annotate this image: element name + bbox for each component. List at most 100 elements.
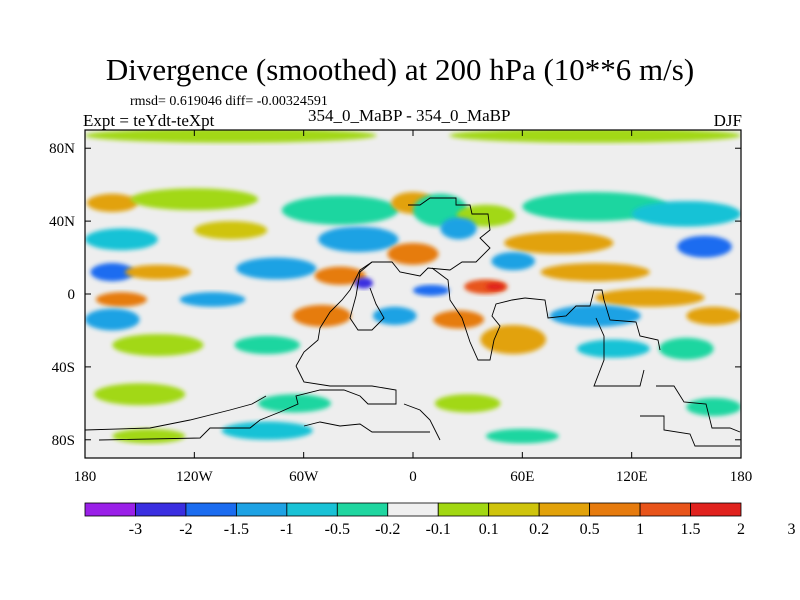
contour-region — [281, 195, 399, 225]
contour-region — [194, 221, 268, 240]
colorbar-swatch — [538, 502, 591, 517]
contour-region — [236, 257, 317, 280]
colorbar-swatch — [589, 502, 641, 517]
coastline-segment — [303, 421, 430, 433]
contour-region — [485, 283, 505, 291]
axes: 180 120W 60W 0 60E 120E 180 80N 40N 0 40S 80S — [49, 130, 752, 485]
contour-region — [577, 339, 650, 358]
contour-region — [372, 306, 417, 325]
coastline-segment — [603, 299, 661, 351]
contour-region — [480, 324, 547, 355]
contour-region — [485, 428, 559, 444]
season-label: DJF — [713, 111, 742, 130]
x-tick-label: 60E — [510, 469, 534, 485]
contour-region — [433, 310, 485, 329]
contour-region — [549, 304, 641, 327]
colorbar-swatch — [185, 502, 237, 517]
contour-region — [292, 304, 352, 327]
x-tick-label: 180 — [74, 469, 97, 485]
colorbar-label: 0.5 — [580, 521, 600, 538]
colorbar-swatch — [437, 502, 490, 517]
colorbar-label: 1 — [636, 521, 644, 538]
colorbar-label: -0.1 — [426, 521, 451, 538]
coastline-segment — [403, 403, 441, 441]
contour-region — [130, 188, 259, 211]
coastline-segment — [593, 317, 645, 387]
colorbar-swatch — [286, 502, 338, 517]
colorbar-swatch — [135, 502, 187, 517]
colorbar-swatch — [387, 502, 439, 517]
x-tick-label: 60W — [289, 469, 319, 485]
colorbar: -3 -2 -1.5 -1 -0.5 -0.2 -0.1 0.1 0.2 0.5 1 1.5 2 3 — [84, 502, 795, 538]
coastline-segment — [85, 395, 267, 431]
contour-region — [90, 263, 135, 282]
colorbar-label: 1.5 — [681, 521, 701, 538]
x-tick-label: 0 — [409, 469, 417, 485]
experiment-label: Expt = teYdt-teXpt — [83, 111, 215, 130]
contour-region — [434, 394, 501, 413]
contour-region — [464, 279, 508, 295]
y-tick-label: 40S — [52, 360, 75, 376]
stats-text: rmsd= 0.619046 diff= -0.00324591 — [130, 94, 328, 109]
x-tick-label: 120E — [616, 469, 648, 485]
contour-region — [221, 421, 313, 440]
colorbar-swatch — [336, 502, 389, 517]
chart-title: Divergence (smoothed) at 200 hPa (10**6 … — [105, 52, 695, 87]
coastline-segment — [640, 415, 740, 447]
coastline-segment — [355, 197, 491, 297]
contour-region — [387, 242, 439, 265]
contour-region — [179, 292, 246, 307]
contour-region — [540, 263, 650, 282]
colorbar-label: -1.5 — [224, 521, 249, 538]
colorbar-label: -3 — [129, 521, 142, 538]
contour-region — [595, 288, 705, 307]
colorbar-label: 2 — [737, 521, 745, 538]
case-label: 354_0_MaBP - 354_0_MaBP — [308, 106, 511, 125]
contour-region — [677, 235, 732, 258]
coastline-segment — [349, 287, 385, 331]
colorbar-swatch — [639, 502, 691, 517]
contour-region — [686, 397, 741, 417]
colorbar-label: 3 — [787, 521, 795, 538]
contour-region — [659, 337, 714, 360]
colorbar-swatch — [488, 502, 540, 517]
colorbar-label: 0.2 — [529, 521, 549, 538]
coastline-segment — [98, 365, 397, 441]
x-tick-label: 120W — [176, 469, 214, 485]
y-tick-label: 0 — [68, 287, 76, 303]
contour-region — [85, 228, 158, 251]
contour-region — [314, 266, 366, 285]
colorbar-label: -2 — [179, 521, 192, 538]
contour-region — [234, 335, 301, 355]
coastline-segment — [408, 197, 440, 206]
contour-region — [686, 306, 741, 325]
contour-region — [258, 394, 331, 413]
colorbar-label: 0.1 — [479, 521, 499, 538]
contour-region — [318, 226, 399, 253]
contour-region — [413, 284, 450, 296]
contour-region — [125, 264, 191, 280]
colorbar-swatch — [690, 502, 742, 517]
contour-region — [94, 383, 186, 406]
coastline-segment — [524, 289, 605, 319]
contour-region — [440, 217, 477, 240]
contour-region — [85, 308, 140, 331]
contour-region — [86, 193, 138, 212]
contour-region — [491, 252, 536, 271]
x-tick-label: 180 — [730, 469, 753, 485]
y-tick-label: 80N — [49, 141, 75, 157]
contour-region — [354, 277, 373, 289]
contour-region — [112, 428, 186, 444]
contour-region — [112, 334, 204, 356]
y-tick-label: 40N — [49, 214, 75, 230]
colorbar-swatch — [235, 502, 288, 517]
colorbar-label: -0.5 — [325, 521, 350, 538]
contour-region — [504, 232, 614, 254]
coastline-segment — [431, 267, 526, 361]
coastline-segment — [656, 385, 741, 433]
colorbar-label: -0.2 — [375, 521, 400, 538]
colorbar-label: -1 — [280, 521, 293, 538]
contour-region — [95, 292, 147, 307]
colorbar-swatch — [84, 502, 136, 517]
